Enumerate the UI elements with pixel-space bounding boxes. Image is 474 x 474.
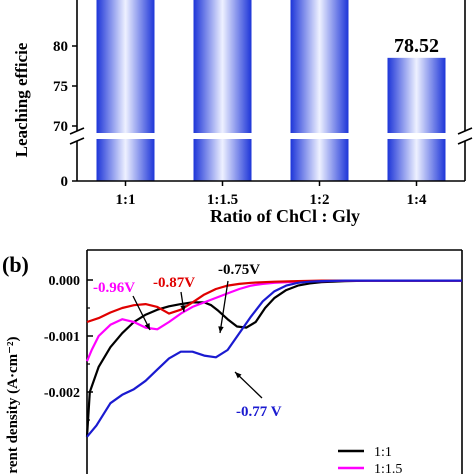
annotation-label: -0.77 V [236,404,282,420]
xtick-label-1:2: 1:2 [310,192,330,208]
bar-1:2 [290,0,349,181]
axis-break-strip [77,133,465,139]
line-series [85,279,462,438]
panel-label-b: (b) [2,252,29,277]
annotation-label: -0.96V [93,280,135,296]
bar-1:1.5 [193,0,252,181]
break-mark [457,137,473,145]
legend: 1:11:1.51:2 [338,445,402,474]
bar-chart-ylabel: Leaching efficie [12,42,31,157]
ytick-label-75: 75 [53,79,68,95]
annotation-arrowhead [180,305,186,312]
annotation-label: -0.87V [153,275,195,291]
bar-chart-xlabel: Ratio of ChCl : Gly [210,206,360,226]
xtick-label-1:1.5: 1:1.5 [207,192,238,208]
annotation-arrowhead [144,323,150,330]
xtick-label-1:1: 1:1 [116,192,136,208]
line-ytick-label: 0.000 [49,274,81,289]
line-ytick-label: -0.002 [44,386,80,401]
bar-chart-axes: 1:1 1:1.5 1:2 1:4 0 70 75 80 [53,0,473,208]
annotation-arrow [219,280,229,334]
line-chart-ylabel: rent density (A·cm⁻²) [5,336,21,473]
bar-1:1 [96,0,155,181]
line-chart-panel: (b) rent density (A·cm⁻²) 0.000 -0.001 -0.… [2,249,463,474]
series-line-1:1.5 [85,279,462,362]
bar-value-label: 78.52 [394,35,439,57]
xtick-label-1:4: 1:4 [407,192,427,208]
peak-annotations: -0.96V -0.87V -0.75V -0.77 V [93,262,282,420]
annotation-arrowhead [235,372,242,379]
ytick-label-0: 0 [61,174,69,190]
break-mark [457,127,473,135]
legend-label-1:1: 1:1 [374,445,392,460]
break-mark [69,137,85,145]
bar-chart-panel: Leaching efficie 78.52 1:1 1:1.5 1:2 1:4 0 70… [12,0,473,226]
bar-data-labels: 78.52 [394,35,439,57]
line-chart-axes: 0.000 -0.001 -0.002 [44,249,463,474]
bar-series [96,0,446,182]
ytick-label-80: 80 [53,39,68,55]
legend-label-1:1.5: 1:1.5 [374,462,402,474]
annotation-arrowhead [218,326,224,333]
line-ytick-label: -0.001 [44,330,80,345]
break-mark [69,127,85,135]
ytick-label-70: 70 [53,119,68,135]
annotation-label: -0.75V [218,262,260,278]
series-line-blue [86,279,462,438]
bar-1:4 [387,57,446,182]
